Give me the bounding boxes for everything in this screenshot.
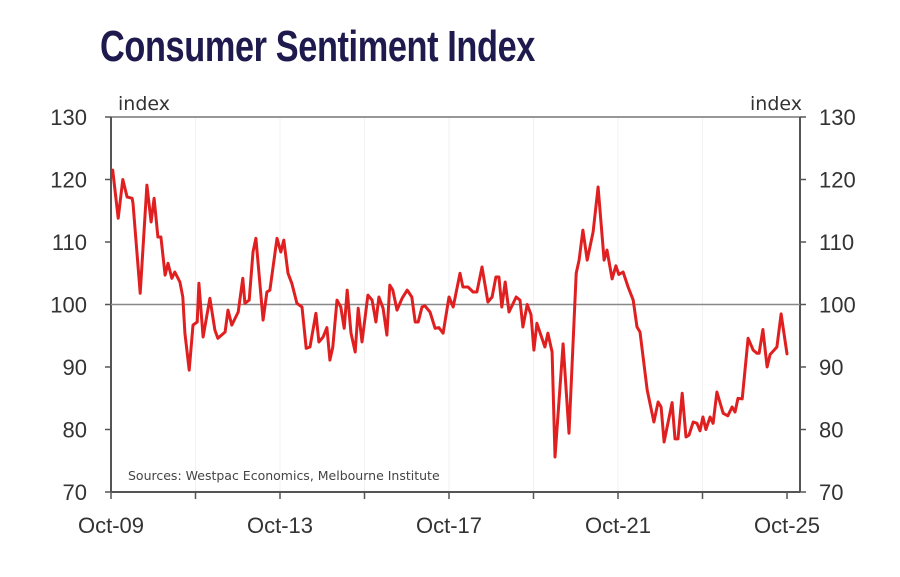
y-tick-label-right: 120 [819,168,856,193]
x-tick-label: Oct-13 [247,513,313,538]
y-axis-unit-left: index [118,93,170,115]
x-tick-label: Oct-17 [416,513,482,538]
y-tick-label-left: 130 [50,105,87,130]
y-tick-label-left: 90 [63,355,87,380]
y-tick-label-right: 70 [819,480,843,505]
x-tick-label: Oct-09 [78,513,144,538]
y-tick-label-right: 130 [819,105,856,130]
y-tick-label-right: 80 [819,418,843,443]
x-tick-label: Oct-25 [754,513,820,538]
y-tick-label-left: 100 [50,293,87,318]
sentiment-line [111,168,789,459]
y-tick-label-left: 120 [50,168,87,193]
axes [105,116,806,499]
chart-title: Consumer Sentiment Index [100,22,535,71]
y-tick-label-right: 90 [819,355,843,380]
y-tick-label-right: 110 [819,230,854,255]
y-tick-label-left: 110 [52,230,87,255]
series [111,168,789,459]
y-tick-label-left: 70 [63,480,87,505]
tick-labels: 70 70 80 80 90 90 100 100 110 110 120 120 130 130 Oct-… [50,105,855,538]
y-axis-unit-right: index [750,93,802,115]
x-tick-label: Oct-21 [585,513,651,538]
y-tick-label-left: 80 [63,418,87,443]
source-note: Sources: Westpac Economics, Melbourne In… [128,468,440,483]
y-tick-label-right: 100 [819,293,856,318]
